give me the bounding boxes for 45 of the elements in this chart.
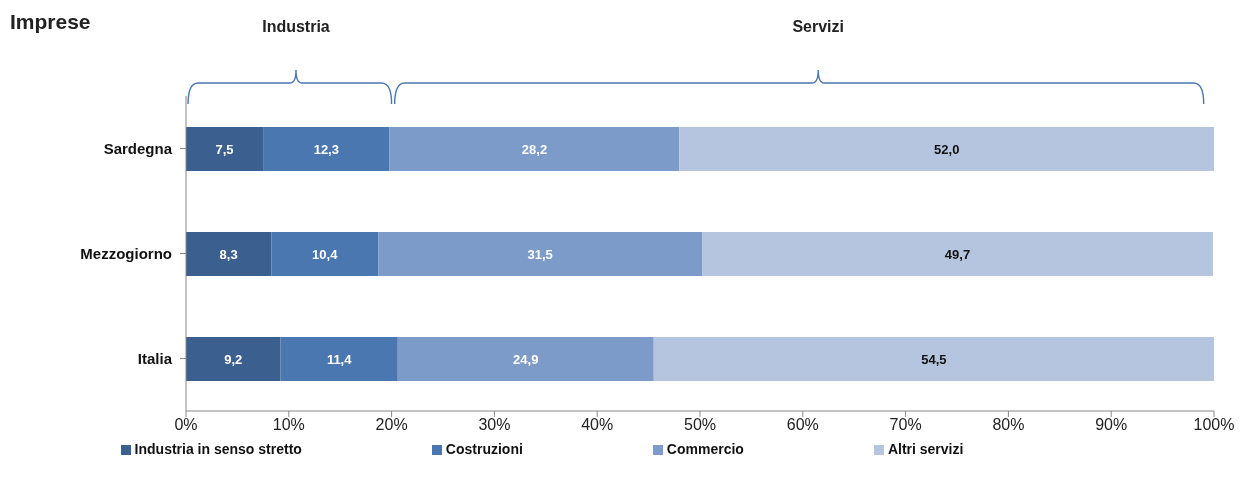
x-tick-label: 60% [786,416,819,434]
text: Servizi [792,18,845,35]
data-label: 31,5 [527,246,553,262]
legend-label: Costruzioni [445,441,523,457]
x-tick-label: 90% [1095,416,1128,434]
data-label: 9,2 [224,351,243,367]
bar [186,232,272,276]
bar [397,337,654,381]
y-tick-label: Mezzogiorno [80,244,172,262]
legend-label: Industria in senso stretto [134,441,302,457]
bar [378,232,703,276]
data-label: 52,0 [934,141,960,157]
legend-label: Commercio [666,441,744,457]
x-tick-label: 30% [478,416,511,434]
x-tick-label: 100% [1193,416,1235,434]
x-tick-label: 80% [992,416,1025,434]
data-label: 12,3 [313,141,339,157]
bar [653,337,1214,381]
x-tick-label: 20% [375,416,408,434]
data-label: 28,2 [521,141,548,157]
bar [186,337,281,381]
bar [263,127,390,171]
data-label: 8,3 [219,246,238,262]
data-label: 49,7 [944,246,971,262]
data-label: 10,4 [312,246,339,262]
x-tick-label: 50% [683,416,717,434]
bar [186,127,264,171]
y-tick-label: Italia [137,349,173,367]
data-label: 24,9 [513,351,539,367]
data-label: 7,5 [215,141,234,157]
x-tick-label: 40% [581,416,614,434]
legend-label: Altri servizi [887,441,964,457]
y-tick-label: Sardegna [103,139,173,157]
text: Industria [262,18,330,35]
bar [271,232,379,276]
data-label: 11,4 [326,351,353,367]
bar [702,232,1213,276]
data-label: 54,5 [921,351,947,367]
chart-title: Imprese [10,10,91,34]
x-tick-label: 10% [272,416,305,434]
x-tick-label: 70% [889,416,922,434]
bar [280,337,398,381]
bar [389,127,680,171]
x-tick-label: 0% [174,416,198,434]
bar [679,127,1214,171]
